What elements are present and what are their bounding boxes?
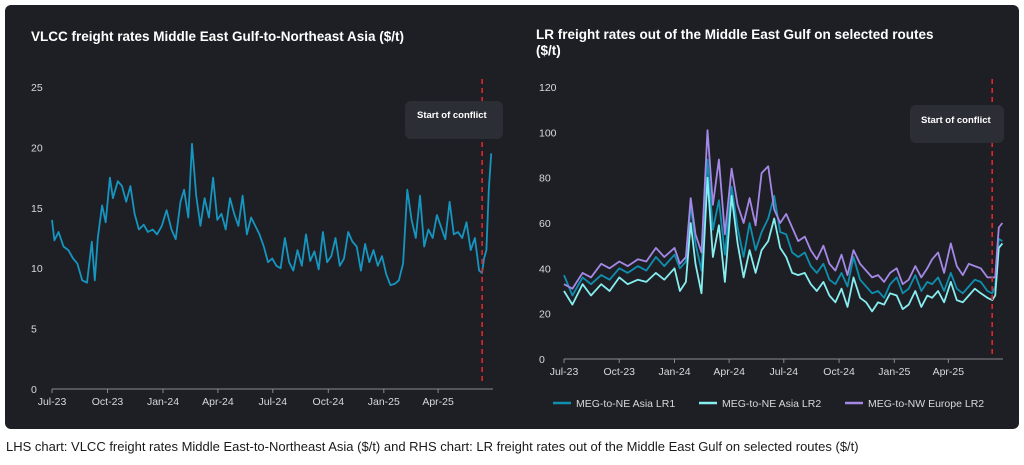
- lr-chart-title-line2: ($/t): [536, 43, 561, 58]
- vlcc-chart: VLCC freight rates Middle East Gulf-to-N…: [31, 29, 503, 408]
- right-y-tick-label: 0: [539, 354, 545, 366]
- legend-lr2-ne-asia-label: MEG-to-NE Asia LR2: [722, 398, 821, 410]
- right-x-tick-label: Oct-23: [603, 366, 635, 378]
- right-y-tick-label: 100: [539, 127, 557, 139]
- left-x-tick-label: Jul-24: [258, 396, 287, 408]
- left-x-tick-label: Jul-23: [38, 396, 67, 408]
- lr-chart-title-line1: LR freight rates out of the Middle East …: [536, 27, 934, 42]
- lr1-ne-asia-line: [563, 158, 1003, 299]
- right-x-tick-label: Apr-25: [933, 366, 965, 378]
- right-y-tick-label: 80: [539, 173, 551, 185]
- figure-caption: LHS chart: VLCC freight rates Middle Eas…: [6, 439, 859, 454]
- vlcc-conflict-annotation: Start of conflict: [405, 101, 503, 139]
- right-x-tick-label: Jan-24: [658, 366, 690, 378]
- left-x-tick-label: Oct-23: [92, 396, 124, 408]
- legend-lr1-ne-asia: MEG-to-NE Asia LR1: [553, 398, 675, 410]
- legend-lr2-nw-europe: MEG-to-NW Europe LR2: [845, 398, 984, 410]
- lr2-ne-asia-line: [563, 176, 1004, 313]
- right-y-tick-label: 20: [539, 309, 551, 321]
- left-y-tick-label: 5: [31, 324, 37, 336]
- charts-panel: VLCC freight rates Middle East Gulf-to-N…: [5, 5, 1019, 429]
- right-x-tick-label: Apr-24: [713, 366, 745, 378]
- left-x-tick-label: Apr-24: [202, 396, 234, 408]
- left-y-tick-label: 15: [31, 203, 43, 215]
- left-y-tick-label: 20: [31, 142, 43, 154]
- vlcc-series-group: [51, 142, 493, 286]
- right-x-tick-label: Oct-24: [823, 366, 855, 378]
- left-y-tick-label: 10: [31, 263, 43, 275]
- lr-series-group: [563, 129, 1004, 313]
- vlcc-annotation-box: [405, 101, 503, 139]
- legend-lr1-ne-asia-label: MEG-to-NE Asia LR1: [576, 398, 675, 410]
- vlcc-annotation-label: Start of conflict: [417, 110, 488, 121]
- right-y-tick-label: 60: [539, 218, 551, 230]
- lr-conflict-annotation: Start of conflict: [910, 105, 1004, 143]
- left-y-tick-label: 25: [31, 82, 43, 94]
- lr-x-axis: Jul-23 Oct-23 Jan-24 Apr-24 Jul-24 Oct-24 Jan-…: [550, 359, 965, 378]
- legend-lr2-ne-asia: MEG-to-NE Asia LR2: [699, 398, 821, 410]
- vlcc-y-axis: 0 5 10 15 20 25: [31, 82, 43, 396]
- vlcc-rate-line: [51, 142, 493, 286]
- left-x-tick-label: Jan-24: [147, 396, 179, 408]
- right-y-tick-label: 120: [539, 82, 557, 94]
- left-x-tick-label: Apr-25: [422, 396, 454, 408]
- vlcc-chart-title: VLCC freight rates Middle East Gulf-to-N…: [31, 29, 404, 44]
- lr-chart: LR freight rates out of the Middle East …: [536, 27, 1004, 410]
- lr-annotation-label: Start of conflict: [921, 115, 992, 126]
- right-x-tick-label: Jul-23: [550, 366, 579, 378]
- lr-annotation-box: [910, 105, 1004, 143]
- left-y-tick-label: 0: [31, 384, 37, 396]
- right-x-tick-label: Jul-24: [769, 366, 798, 378]
- left-x-tick-label: Jan-25: [368, 396, 400, 408]
- lr-chart-title: LR freight rates out of the Middle East …: [536, 27, 937, 58]
- left-x-tick-label: Oct-24: [313, 396, 345, 408]
- lr2-nw-europe-line: [563, 129, 1004, 290]
- lr-y-axis: 0 20 40 60 80 100 120: [539, 82, 557, 366]
- lr-legend: MEG-to-NE Asia LR1 MEG-to-NE Asia LR2 MEG-…: [553, 398, 984, 410]
- vlcc-x-axis: Jul-23 Oct-23 Jan-24 Apr-24 Jul-24 Oct-24 Jan-…: [38, 389, 454, 408]
- charts-canvas: VLCC freight rates Middle East Gulf-to-N…: [31, 27, 1004, 410]
- right-y-tick-label: 40: [539, 263, 551, 275]
- right-x-tick-label: Jan-25: [878, 366, 910, 378]
- legend-lr2-nw-europe-label: MEG-to-NW Europe LR2: [868, 398, 984, 410]
